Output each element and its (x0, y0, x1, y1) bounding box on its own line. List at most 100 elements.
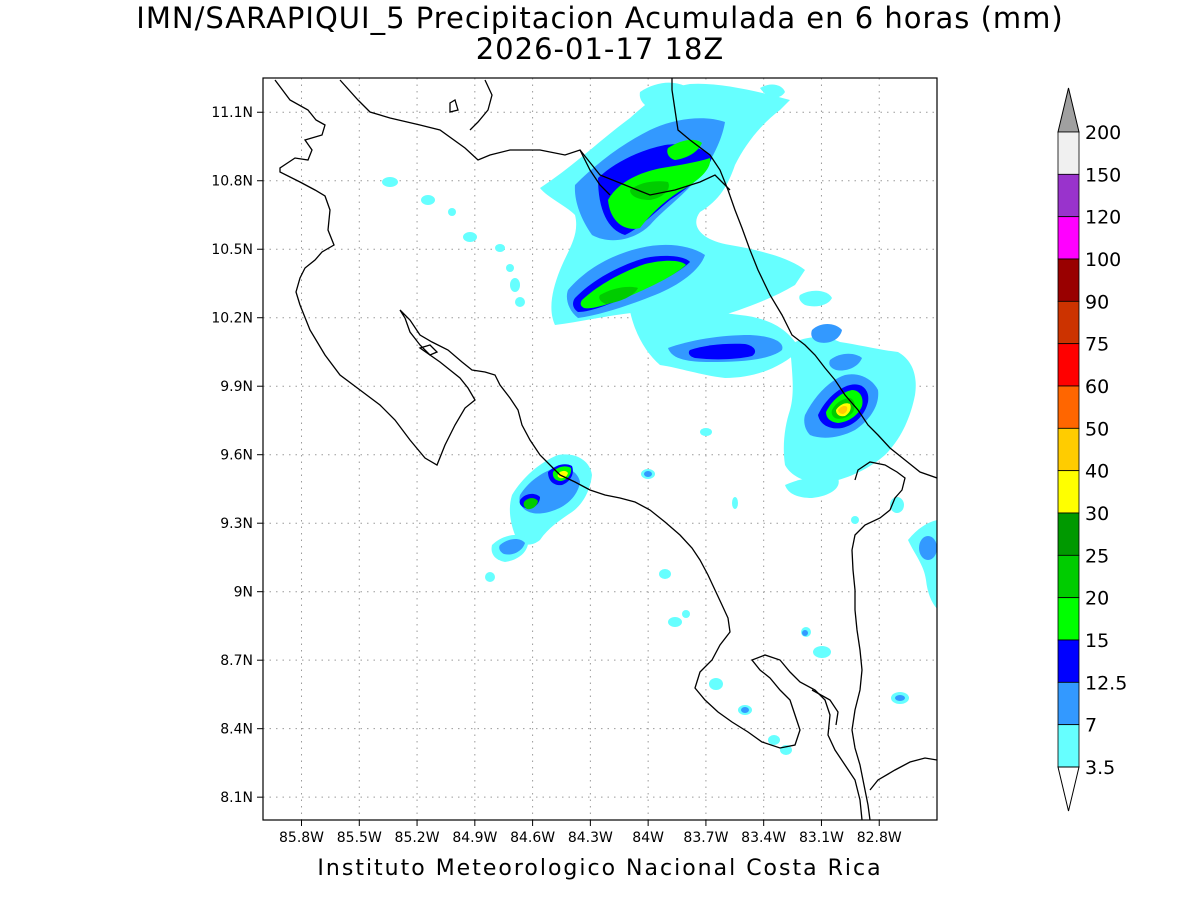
footer-credit: Instituto Meteorologico Nacional Costa R… (317, 856, 883, 881)
colorbar-swatch (1057, 554, 1080, 599)
colorbar-swatch (1057, 639, 1080, 683)
coastline-nicaragua-lake (274, 79, 335, 306)
lat-tick-label: 8.1N (220, 790, 253, 806)
lat-tick-label: 8.4N (220, 722, 253, 738)
precip-cell (644, 471, 652, 477)
precip-cell (515, 297, 525, 307)
precip-cell (682, 610, 690, 618)
coastline-osa (811, 689, 839, 726)
colorbar-swatch (1057, 597, 1080, 641)
lon-tick-label: 84.3W (568, 830, 613, 846)
colorbar-level-label: 90 (1085, 291, 1109, 313)
map-title: IMN/SARAPIQUI_5 Precipitacion Acumulada … (136, 1, 1064, 35)
colorbar-level-label: 40 (1085, 461, 1109, 483)
coastline-pacific-nicoya (299, 304, 863, 820)
colorbar-level-label: 50 (1085, 418, 1109, 440)
lon-tick-label: 83.4W (741, 830, 786, 846)
coastlines-and-borders (274, 78, 937, 820)
lat-tick-label: 9N (234, 585, 253, 601)
colorbar-swatch (1057, 681, 1080, 726)
colorbar-level-label: 200 (1085, 122, 1121, 144)
precip-scattered-cells-7 (644, 471, 937, 713)
precip-cell (741, 707, 749, 713)
precip-cell (802, 630, 808, 636)
lat-tick-label: 10.8N (211, 174, 253, 190)
colorbar-level-label: 7 (1085, 715, 1097, 737)
coastline-lake-north (339, 79, 611, 196)
precip-7 (811, 324, 842, 343)
border-nicaragua (579, 149, 731, 196)
precip-cell (506, 264, 514, 272)
precip-cell (768, 735, 780, 745)
lon-tick-label: 85.5W (337, 830, 382, 846)
precip-field-northeast (540, 82, 805, 378)
lat-tick-label: 8.7N (220, 653, 253, 669)
precip-7 (829, 353, 862, 371)
precip-cell (709, 678, 723, 690)
lon-tick-label: 84W (632, 830, 664, 846)
precip-cell (463, 232, 477, 242)
precip-20 (630, 181, 669, 200)
precip-field-central (491, 454, 592, 562)
lat-tick-label: 9.3N (220, 516, 253, 532)
precip-cell (421, 195, 435, 205)
precip-cell (895, 695, 905, 701)
colorbar-swatch (1057, 512, 1080, 556)
precip-cell (732, 497, 738, 509)
colorbar-swatch (1057, 470, 1080, 514)
lon-tick-label: 85.2W (395, 830, 440, 846)
precip-cell (510, 278, 520, 292)
lake-island (449, 99, 459, 113)
map-date: 2026-01-17 18Z (475, 32, 725, 66)
precip-cell (668, 617, 682, 627)
precip-3-5 (799, 290, 832, 307)
longitude-axis: 85.8W 85.5W 85.2W 84.9W 84.6W 84.3W 84W 83.7W 83… (279, 820, 902, 846)
colorbar-swatch (1057, 427, 1080, 472)
plot-border (262, 77, 938, 821)
precip-3-5 (785, 476, 839, 498)
precip-7 (499, 539, 525, 555)
colorbar-level-label: 30 (1085, 503, 1109, 525)
colorbar-level-label: 75 (1085, 334, 1109, 356)
precip-15 (667, 139, 702, 160)
grid-lines (263, 78, 937, 820)
precip-cell (495, 244, 505, 252)
precip-cell (659, 569, 671, 579)
plot-content (263, 78, 937, 820)
precip-scattered-cells (382, 177, 937, 755)
colorbar-swatch (1057, 216, 1080, 260)
colorbar-level-label: 20 (1085, 588, 1109, 610)
coastline-caribbean-north (469, 79, 493, 131)
lat-tick-label: 11.1N (211, 105, 253, 121)
precip-cell (485, 572, 495, 582)
lon-tick-label: 84.9W (452, 830, 497, 846)
lon-tick-label: 85.8W (279, 830, 324, 846)
precip-cell (813, 646, 831, 658)
colorbar-over-arrow (1057, 87, 1080, 133)
latitude-axis: 11.1N 10.8N 10.5N 10.2N 9.9N 9.6N 9.3N 9N 8.7N 8.… (211, 105, 263, 806)
precip-cell (382, 177, 398, 187)
precip-cell (919, 536, 937, 560)
lon-tick-label: 83.1W (799, 830, 844, 846)
precip-cell (448, 208, 456, 216)
colorbar-level-label: 12.5 (1085, 672, 1127, 694)
colorbar-level-label: 60 (1085, 376, 1109, 398)
colorbar-under-arrow (1057, 766, 1080, 812)
colorbar-swatch (1057, 258, 1080, 302)
precip-3-5 (760, 84, 785, 98)
colorbar-level-label: 3.5 (1085, 757, 1115, 779)
lon-tick-label: 83.7W (683, 830, 728, 846)
precip-40 (838, 406, 848, 414)
colorbar-swatch (1057, 343, 1080, 387)
border-panama (851, 461, 906, 820)
precip-20 (599, 286, 638, 304)
colorbar-swatch (1057, 385, 1080, 429)
colorbar-swatch (1057, 131, 1080, 175)
nicoya-island (418, 344, 439, 356)
precip-field-east (783, 290, 916, 498)
precip-20 (523, 498, 538, 510)
precip-30 (557, 470, 568, 479)
colorbar-level-label: 25 (1085, 545, 1109, 567)
precip-cell (851, 516, 859, 524)
